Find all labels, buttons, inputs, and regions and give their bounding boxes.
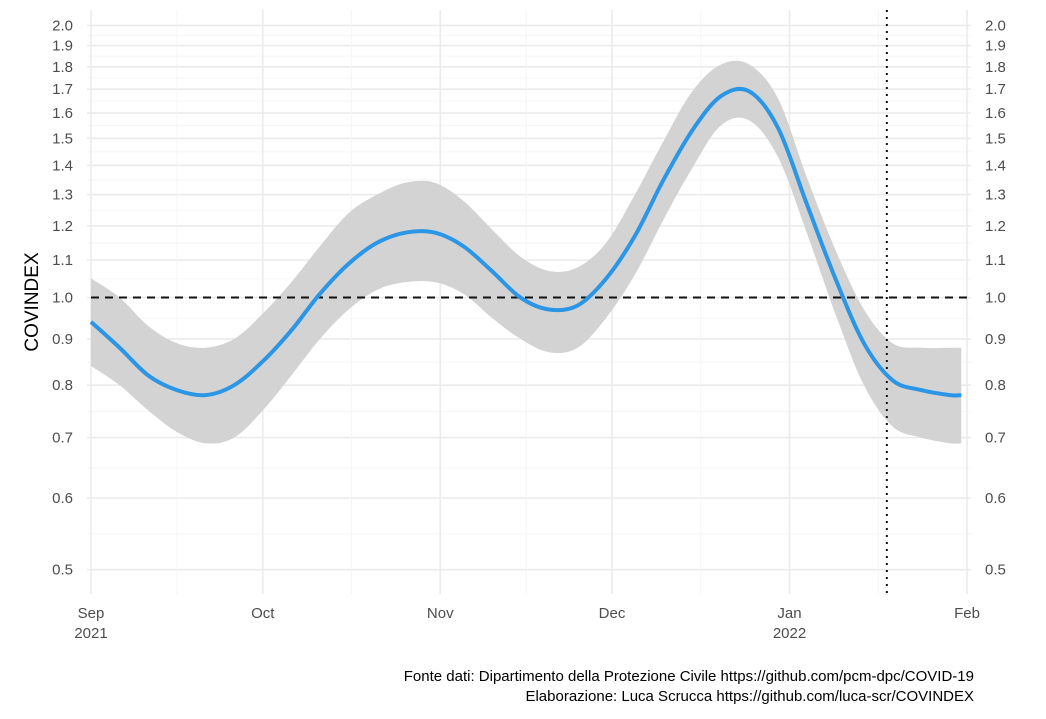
- y-tick-label-right: 1.7: [985, 81, 1006, 98]
- caption-source: Fonte dati: Dipartimento della Protezion…: [403, 668, 974, 685]
- y-tick-label-right: 1.4: [985, 157, 1006, 174]
- y-tick-label-right: 0.7: [985, 430, 1006, 447]
- y-tick-label-left: 1.0: [52, 290, 73, 307]
- y-tick-label-right: 1.0: [985, 290, 1006, 307]
- y-tick-label-left: 1.5: [52, 130, 73, 147]
- y-axis-label: COVINDEX: [22, 252, 43, 352]
- covindex-line: [89, 86, 962, 398]
- y-tick-label-right: 2.0: [985, 17, 1006, 34]
- x-tick-label: Feb: [954, 605, 980, 622]
- y-tick-label-left: 2.0: [52, 17, 73, 34]
- y-axis-right: 0.5 0.6 0.7 0.8 0.9 1.0 1.1 1.2 1.3 1.4 1.5 1.6 1.7 1…: [985, 17, 1006, 578]
- y-tick-label-left: 1.1: [52, 252, 73, 269]
- y-axis-left: 0.5 0.6 0.7 0.8 0.9 1.0 1.1 1.2 1.3 1.4 1.5 1.6 1.7 1…: [52, 17, 73, 578]
- x-tick-label: Dec: [599, 605, 626, 622]
- y-tick-label-left: 1.7: [52, 81, 73, 98]
- y-tick-label-left: 1.8: [52, 59, 73, 76]
- y-tick-label-right: 1.5: [985, 130, 1006, 147]
- y-tick-label-right: 0.9: [985, 331, 1006, 348]
- y-tick-label-left: 1.2: [52, 218, 73, 235]
- y-tick-label-left: 1.4: [52, 157, 73, 174]
- y-tick-label-left: 1.9: [52, 38, 73, 55]
- y-tick-label-right: 0.5: [985, 562, 1006, 579]
- y-tick-label-right: 0.8: [985, 377, 1006, 394]
- x-tick-label: Sep: [78, 605, 105, 622]
- y-tick-label-right: 0.6: [985, 490, 1006, 507]
- y-tick-label-right: 1.6: [985, 105, 1006, 122]
- y-tick-label-left: 1.6: [52, 105, 73, 122]
- y-tick-label-right: 1.1: [985, 252, 1006, 269]
- y-tick-label-left: 1.3: [52, 187, 73, 204]
- x-axis: Sep 2021 Oct Nov Dec Jan 2022 Feb: [74, 605, 980, 642]
- y-tick-label-left: 0.7: [52, 430, 73, 447]
- y-tick-label-right: 1.9: [985, 38, 1006, 55]
- y-tick-label-left: 0.9: [52, 331, 73, 348]
- y-tick-label-left: 0.6: [52, 490, 73, 507]
- y-tick-label-right: 1.3: [985, 187, 1006, 204]
- y-tick-label-right: 1.8: [985, 59, 1006, 76]
- y-tick-label-left: 0.5: [52, 562, 73, 579]
- y-tick-label-right: 1.2: [985, 218, 1006, 235]
- x-tick-label: Jan: [777, 605, 801, 622]
- confidence-band: [91, 60, 962, 444]
- x-tick-year-label: 2021: [74, 625, 107, 642]
- x-tick-label: Nov: [427, 605, 454, 622]
- caption-author: Elaborazione: Luca Scrucca https://githu…: [525, 688, 974, 705]
- x-tick-year-label: 2022: [773, 625, 806, 642]
- x-tick-label: Oct: [251, 605, 275, 622]
- y-tick-label-left: 0.8: [52, 377, 73, 394]
